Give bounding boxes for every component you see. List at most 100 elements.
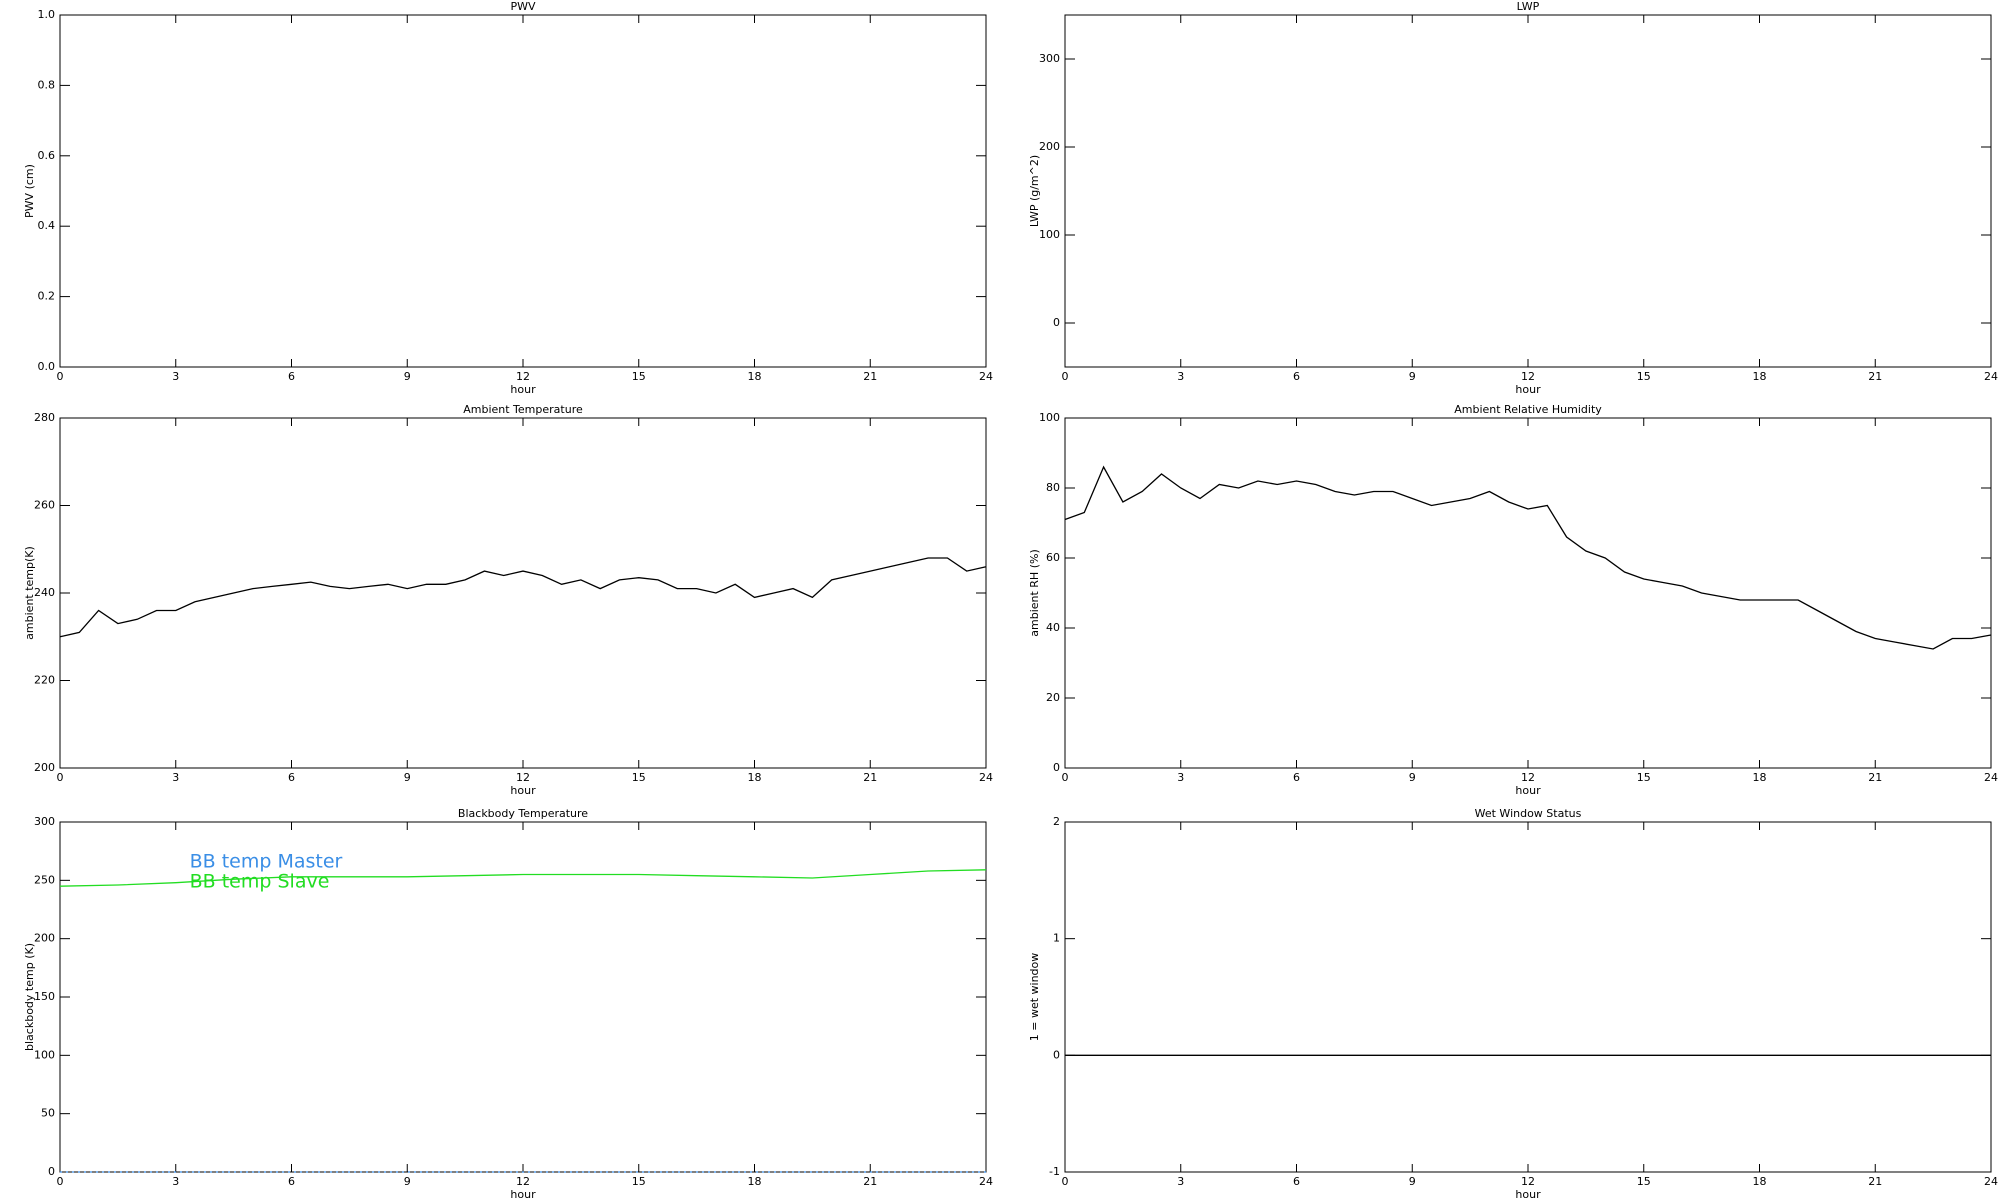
x-tick-label: 18 xyxy=(748,771,762,784)
x-tick-label: 3 xyxy=(1177,1175,1184,1188)
x-tick-label: 3 xyxy=(1177,771,1184,784)
y-tick-label: 150 xyxy=(34,990,55,1003)
x-tick-label: 12 xyxy=(516,1175,530,1188)
y-tick-label: 60 xyxy=(1046,551,1060,564)
x-tick-label: 9 xyxy=(404,370,411,383)
y-axis-label: 1 = wet window xyxy=(1028,953,1041,1042)
x-tick-label: 6 xyxy=(1293,1175,1300,1188)
x-axis-label: hour xyxy=(510,383,536,396)
chart-title: Blackbody Temperature xyxy=(458,807,588,820)
y-tick-label: 1.0 xyxy=(38,8,56,21)
x-tick-label: 0 xyxy=(1062,771,1069,784)
panel: LWP hour LWP (g/m^2) 0 3 6 9 12 15 18 21 24 0 100 200 3… xyxy=(1028,0,1998,396)
x-tick-label: 12 xyxy=(1521,1175,1535,1188)
plot-frame xyxy=(59,14,987,368)
y-tick-label: 2 xyxy=(1053,815,1060,828)
x-tick-label: 15 xyxy=(1637,1175,1651,1188)
x-tick-label: 15 xyxy=(632,771,646,784)
y-axis-label: ambient RH (%) xyxy=(1028,549,1041,637)
x-tick-label: 18 xyxy=(748,1175,762,1188)
x-tick-label: 21 xyxy=(1868,1175,1882,1188)
y-tick-label: 0 xyxy=(1053,761,1060,774)
y-tick-label: 0 xyxy=(48,1165,55,1178)
y-tick-label: 300 xyxy=(34,815,55,828)
x-tick-label: 6 xyxy=(288,771,295,784)
x-tick-label: 12 xyxy=(516,370,530,383)
x-tick-label: 9 xyxy=(1409,771,1416,784)
x-tick-label: 24 xyxy=(979,370,993,383)
x-tick-label: 3 xyxy=(172,370,179,383)
x-tick-label: 15 xyxy=(632,370,646,383)
y-axis-label: LWP (g/m^2) xyxy=(1028,155,1041,227)
chart-title: PWV xyxy=(510,0,536,13)
y-tick-label: 200 xyxy=(1039,140,1060,153)
y-tick-label: 0 xyxy=(1053,1048,1060,1061)
chart-title: Ambient Temperature xyxy=(463,403,583,416)
legend-entry: BB temp Slave xyxy=(190,871,330,893)
y-tick-label: 0.6 xyxy=(38,149,56,162)
x-tick-label: 12 xyxy=(1521,370,1535,383)
x-tick-label: 0 xyxy=(57,771,64,784)
x-tick-label: 9 xyxy=(1409,370,1416,383)
y-axis-label: PWV (cm) xyxy=(23,164,36,218)
x-tick-label: 9 xyxy=(404,1175,411,1188)
chart-title: Ambient Relative Humidity xyxy=(1454,403,1602,416)
y-tick-label: 0.2 xyxy=(38,290,56,303)
y-tick-label: 100 xyxy=(1039,411,1060,424)
series-line xyxy=(1064,465,1992,650)
y-tick-label: 100 xyxy=(1039,228,1060,241)
x-tick-label: 15 xyxy=(632,1175,646,1188)
x-tick-label: 18 xyxy=(1753,771,1767,784)
y-tick-label: 100 xyxy=(34,1048,55,1061)
chart-title: Wet Window Status xyxy=(1475,807,1582,820)
x-tick-label: 21 xyxy=(1868,370,1882,383)
y-tick-label: 200 xyxy=(34,761,55,774)
plot-frame xyxy=(59,417,987,769)
plot-frame xyxy=(1064,821,1992,1173)
legend-entry: BB temp Master xyxy=(190,851,343,873)
y-tick-label: 0.0 xyxy=(38,360,56,373)
y-axis-label: blackbody temp (K) xyxy=(23,943,36,1051)
plot-frame xyxy=(1064,14,1992,368)
panel: PWV hour PWV (cm) 0 3 6 9 12 15 18 21 24 0.0 0.2 0.4 0.… xyxy=(23,0,993,396)
series-line xyxy=(59,557,987,638)
x-tick-label: 12 xyxy=(516,771,530,784)
x-tick-label: 3 xyxy=(172,1175,179,1188)
panel: Ambient Temperature hour ambient temp(K) 0 3… xyxy=(23,403,993,797)
x-tick-label: 24 xyxy=(979,771,993,784)
y-tick-label: 0 xyxy=(1053,316,1060,329)
y-tick-label: 0.8 xyxy=(38,78,56,91)
y-tick-label: 0.4 xyxy=(38,219,56,232)
x-tick-label: 15 xyxy=(1637,771,1651,784)
x-axis-label: hour xyxy=(1515,383,1541,396)
panel: Wet Window Status hour 1 = wet window 0 3 6 9 1… xyxy=(1028,807,1998,1200)
y-tick-label: 240 xyxy=(34,586,55,599)
y-tick-label: 50 xyxy=(41,1107,55,1120)
y-tick-label: 1 xyxy=(1053,932,1060,945)
x-axis-label: hour xyxy=(510,784,536,797)
x-tick-label: 21 xyxy=(863,370,877,383)
y-tick-label: 280 xyxy=(34,411,55,424)
x-tick-label: 0 xyxy=(1062,1175,1069,1188)
y-tick-label: 200 xyxy=(34,932,55,945)
x-tick-label: 24 xyxy=(1984,1175,1998,1188)
x-tick-label: 6 xyxy=(1293,370,1300,383)
chart-title: LWP xyxy=(1517,0,1540,13)
y-tick-label: 40 xyxy=(1046,621,1060,634)
x-tick-label: 12 xyxy=(1521,771,1535,784)
y-axis-label: ambient temp(K) xyxy=(23,546,36,640)
x-tick-label: 15 xyxy=(1637,370,1651,383)
x-tick-label: 6 xyxy=(288,370,295,383)
x-tick-label: 3 xyxy=(1177,370,1184,383)
x-axis-label: hour xyxy=(1515,784,1541,797)
x-tick-label: 24 xyxy=(979,1175,993,1188)
x-tick-label: 6 xyxy=(288,1175,295,1188)
x-tick-label: 9 xyxy=(1409,1175,1416,1188)
y-tick-label: 220 xyxy=(34,674,55,687)
panel: Ambient Relative Humidity hour ambient RH … xyxy=(1028,403,1998,797)
x-tick-label: 0 xyxy=(57,370,64,383)
y-tick-label: 80 xyxy=(1046,481,1060,494)
y-tick-label: -1 xyxy=(1049,1165,1060,1178)
